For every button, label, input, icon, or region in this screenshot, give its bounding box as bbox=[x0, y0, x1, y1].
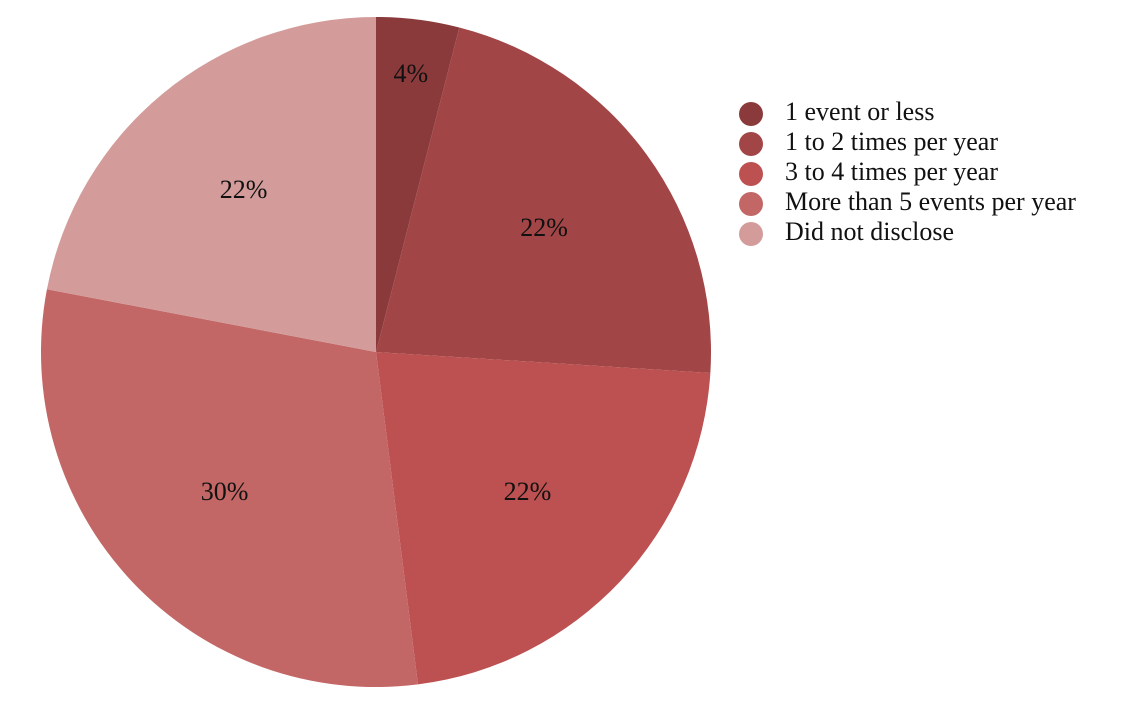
legend-label-more-than-5-events-per-year: More than 5 events per year bbox=[785, 187, 1076, 216]
legend-marker-1-to-2-times-per-year bbox=[739, 132, 763, 156]
slice-label-more-than-5-events-per-year: 30% bbox=[201, 477, 249, 506]
slice-label-did-not-disclose: 22% bbox=[220, 175, 268, 204]
slice-label-1-event-or-less: 4% bbox=[394, 59, 429, 88]
legend-label-did-not-disclose: Did not disclose bbox=[785, 217, 954, 246]
pie-slice-1-to-2-times-per-year bbox=[376, 27, 711, 374]
legend-marker-3-to-4-times-per-year bbox=[739, 162, 763, 186]
pie-slice-more-than-5-events-per-year bbox=[41, 289, 418, 687]
slice-label-1-to-2-times-per-year: 22% bbox=[520, 213, 568, 242]
pie-slice-did-not-disclose bbox=[46, 17, 376, 352]
pie-slice-labels: 4% 22% 22% 30% 22% bbox=[201, 59, 568, 506]
legend-label-1-event-or-less: 1 event or less bbox=[785, 97, 934, 126]
slice-label-3-to-4-times-per-year: 22% bbox=[504, 477, 552, 506]
pie-slice-1-event-or-less bbox=[376, 17, 460, 352]
pie-slices bbox=[41, 17, 711, 687]
pie-slice-3-to-4-times-per-year bbox=[376, 352, 711, 685]
legend-label-3-to-4-times-per-year: 3 to 4 times per year bbox=[785, 157, 998, 186]
legend-marker-did-not-disclose bbox=[739, 222, 763, 246]
legend-marker-more-than-5-events-per-year bbox=[739, 192, 763, 216]
legend-label-1-to-2-times-per-year: 1 to 2 times per year bbox=[785, 127, 998, 156]
legend-marker-1-event-or-less bbox=[739, 102, 763, 126]
